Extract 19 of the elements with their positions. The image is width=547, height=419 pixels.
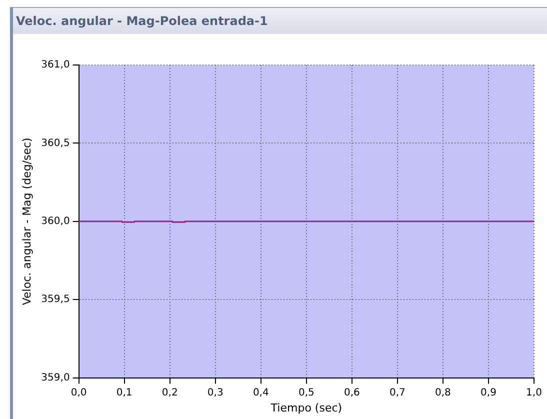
y-axis-title: Veloc. angular - Mag (deg/sec): [20, 138, 34, 306]
x-tick-label: 0,0: [70, 387, 87, 398]
x-tick-label: 0,8: [435, 387, 451, 398]
x-tick-label: 0,4: [252, 387, 269, 398]
x-tick-label: 0,2: [162, 387, 178, 398]
x-tick-label: 0,3: [207, 387, 224, 398]
y-tick-label: 360,0: [41, 216, 70, 227]
y-tick-label: 359,0: [41, 372, 70, 384]
x-tick-label: 0,6: [344, 387, 360, 398]
x-tick-label: 0,5: [298, 387, 314, 398]
x-axis-title: Tiempo (sec): [270, 401, 342, 414]
y-tick-label: 360,5: [41, 138, 70, 149]
chart-title: Veloc. angular - Mag-Polea entrada-1: [13, 7, 547, 34]
x-tick-label: 0,7: [389, 387, 406, 398]
x-tick-label: 0,9: [480, 387, 496, 398]
x-tick-label: 0,1: [116, 387, 132, 398]
y-tick-label: 361,0: [41, 60, 70, 71]
y-tick-label: 359,5: [41, 294, 70, 306]
x-tick-label: 1,0: [526, 387, 542, 398]
